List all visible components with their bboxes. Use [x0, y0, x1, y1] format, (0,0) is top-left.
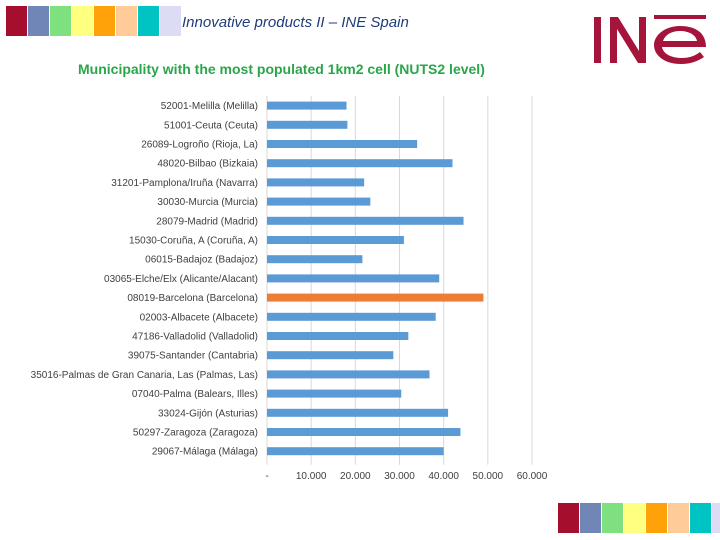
category-label: 33024-Gijón (Asturias) — [158, 408, 258, 419]
bar — [267, 197, 371, 206]
bar — [267, 312, 436, 321]
category-label: 51001-Ceuta (Ceuta) — [164, 120, 258, 131]
logo-letter-e — [654, 26, 706, 64]
bar — [267, 216, 464, 225]
bar — [267, 408, 449, 417]
category-label: 30030-Murcia (Murcia) — [157, 197, 258, 208]
bottom-color-strip — [558, 503, 720, 533]
category-label: 31201-Pamplona/Iruña (Navarra) — [111, 178, 258, 189]
bar — [267, 120, 348, 129]
category-label: 29067-Málaga (Málaga) — [152, 447, 258, 458]
color-swatch — [558, 503, 580, 533]
color-swatch — [116, 6, 138, 36]
bar — [267, 428, 461, 436]
category-label: 15030-Coruña, A (Coruña, A) — [129, 236, 258, 247]
bar — [267, 101, 347, 110]
chart-title: Municipality with the most populated 1km… — [78, 61, 485, 77]
category-label: 48020-Bilbao (Bizkaia) — [157, 159, 258, 170]
bar — [267, 140, 418, 148]
color-swatch — [690, 503, 712, 533]
color-swatch — [602, 503, 624, 533]
color-swatch — [668, 503, 690, 533]
color-swatch — [580, 503, 602, 533]
category-label: 50297-Zaragoza (Zaragoza) — [133, 428, 258, 439]
category-label: 03065-Elche/Elx (Alicante/Alacant) — [104, 274, 258, 285]
category-label: 07040-Palma (Balears, Illes) — [132, 389, 258, 400]
logo-letter-n — [610, 17, 646, 63]
x-tick-label: 30.000 — [384, 471, 415, 482]
x-tick-label: 40.000 — [428, 471, 459, 482]
bar — [267, 236, 404, 244]
bar — [267, 274, 440, 283]
color-swatch — [50, 6, 72, 36]
category-label: 52001-Melilla (Melilla) — [161, 101, 258, 112]
color-swatch — [712, 503, 720, 533]
slide-title: Innovative products II – INE Spain — [182, 14, 409, 31]
bar — [267, 447, 444, 456]
category-label: 47186-Valladolid (Valladolid) — [132, 332, 258, 343]
category-label: 28079-Madrid (Madrid) — [156, 216, 258, 227]
x-tick-label: - — [265, 471, 268, 482]
bar — [267, 370, 430, 379]
logo-letter-i — [594, 17, 601, 63]
category-label: 26089-Logroño (Rioja, La) — [141, 140, 258, 151]
bar-highlighted — [267, 293, 484, 302]
color-swatch — [138, 6, 160, 36]
color-swatch — [6, 6, 28, 36]
color-swatch — [624, 503, 646, 533]
top-color-strip — [6, 6, 182, 36]
category-label: 02003-Albacete (Albacete) — [140, 312, 258, 323]
bar — [267, 351, 394, 360]
bar — [267, 159, 453, 168]
bar — [267, 178, 365, 187]
color-swatch — [646, 503, 668, 533]
color-swatch — [160, 6, 182, 36]
x-tick-label: 50.000 — [473, 471, 504, 482]
color-swatch — [72, 6, 94, 36]
category-label: 08019-Barcelona (Barcelona) — [127, 293, 258, 304]
x-tick-label: 60.000 — [517, 471, 548, 482]
bar — [267, 389, 402, 398]
bar — [267, 332, 409, 340]
category-label: 39075-Santander (Cantabria) — [128, 351, 258, 362]
bar-chart: - 10.000 20.000 30.000 40.000 50.000 60.000 520… — [31, 96, 548, 482]
category-label: 35016-Palmas de Gran Canaria, Las (Palma… — [31, 370, 258, 381]
category-label: 06015-Badajoz (Badajoz) — [145, 255, 258, 266]
logo-macron — [654, 15, 706, 19]
x-tick-label: 10.000 — [296, 471, 327, 482]
bar — [267, 255, 363, 264]
ine-logo — [594, 15, 706, 64]
x-tick-label: 20.000 — [340, 471, 371, 482]
color-swatch — [94, 6, 116, 36]
color-swatch — [28, 6, 50, 36]
